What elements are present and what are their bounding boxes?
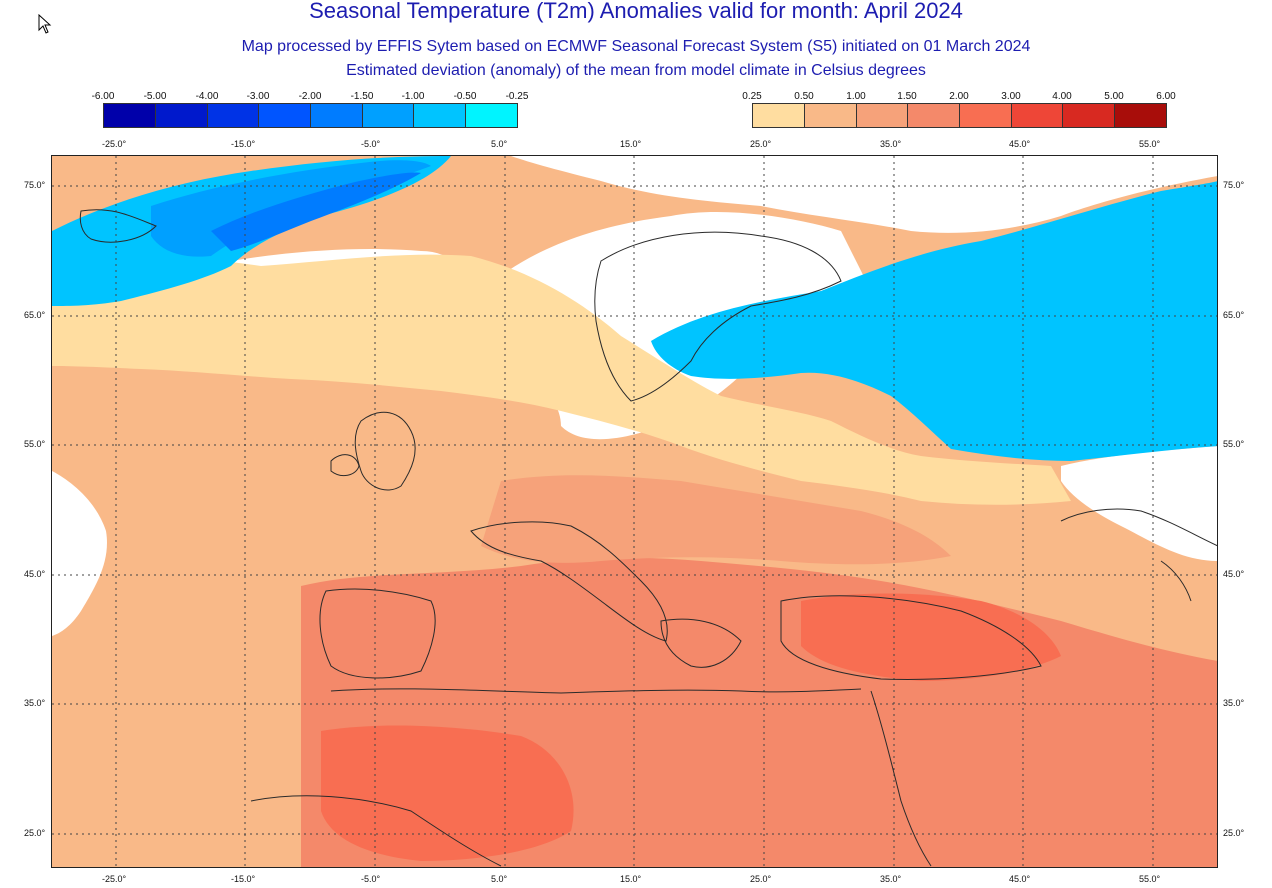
lon-label: -25.0° — [102, 139, 127, 149]
legend-tick: 0.50 — [794, 91, 814, 102]
anomaly-map-canvas — [52, 156, 1217, 867]
light-blue-region-russia — [651, 181, 1217, 461]
lat-label: 65.0° — [24, 310, 46, 320]
white-zone-arctic — [511, 156, 1217, 233]
legend-tick: -1.00 — [401, 91, 425, 102]
lat-label: 55.0° — [24, 439, 46, 449]
legend-tick: -5.00 — [143, 91, 167, 102]
lon-label: -15.0° — [231, 874, 256, 884]
legend-tick: -1.50 — [350, 91, 374, 102]
lon-label: 25.0° — [750, 874, 772, 884]
legend-swatch — [752, 103, 805, 128]
legend-tick: -0.50 — [453, 91, 477, 102]
map-subtitle-anomaly: Estimated deviation (anomaly) of the mea… — [346, 62, 926, 79]
legend-tick: 2.00 — [949, 91, 969, 102]
lon-label: -25.0° — [102, 874, 127, 884]
legend-tick: 4.00 — [1052, 91, 1072, 102]
legend-swatch — [804, 103, 857, 128]
legend-swatch — [103, 103, 156, 128]
lon-label: 35.0° — [880, 139, 902, 149]
map-subtitle-processing: Map processed by EFFIS Sytem based on EC… — [241, 38, 1031, 55]
white-zone-west-atlantic — [52, 471, 107, 636]
map-title: Seasonal Temperature (T2m) Anomalies val… — [309, 0, 963, 23]
legend-tick: 6.00 — [1156, 91, 1176, 102]
legend-swatch — [413, 103, 466, 128]
legend-swatch — [907, 103, 960, 128]
lat-label: 25.0° — [24, 828, 46, 838]
lon-label: 5.0° — [491, 874, 508, 884]
legend-tick: -0.25 — [505, 91, 529, 102]
lon-label: 45.0° — [1009, 874, 1031, 884]
legend-swatch — [310, 103, 363, 128]
lon-label: 15.0° — [620, 139, 642, 149]
white-zone-russia — [1061, 446, 1217, 561]
lat-label: 35.0° — [1223, 698, 1245, 708]
lat-label: 55.0° — [1223, 439, 1245, 449]
lat-label: 75.0° — [1223, 180, 1245, 190]
lat-label: 45.0° — [24, 569, 46, 579]
legend-swatch — [856, 103, 908, 128]
legend-tick: -4.00 — [195, 91, 219, 102]
legend-tick: -3.00 — [246, 91, 270, 102]
lon-label: 55.0° — [1139, 139, 1161, 149]
legend-swatch — [1114, 103, 1167, 128]
legend-swatch — [362, 103, 414, 128]
lat-label: 75.0° — [24, 180, 46, 190]
salmon-region-balkans — [481, 475, 951, 565]
lon-label: 55.0° — [1139, 874, 1161, 884]
legend-swatch — [207, 103, 259, 128]
legend-tick: 5.00 — [1104, 91, 1124, 102]
lat-label: 65.0° — [1223, 310, 1245, 320]
lon-label: 25.0° — [750, 139, 772, 149]
legend-swatch — [258, 103, 311, 128]
legend-swatch — [1011, 103, 1063, 128]
legend-tick: -6.00 — [91, 91, 115, 102]
lat-label: 35.0° — [24, 698, 46, 708]
lon-label: -15.0° — [231, 139, 256, 149]
coastlines — [79, 209, 1217, 867]
legend-tick: 0.25 — [742, 91, 762, 102]
lon-label: -5.0° — [361, 874, 381, 884]
anomaly-map — [51, 155, 1218, 868]
lon-label: 45.0° — [1009, 139, 1031, 149]
legend-swatch — [465, 103, 518, 128]
lon-label: 5.0° — [491, 139, 508, 149]
lon-label: -5.0° — [361, 139, 381, 149]
legend-swatch — [1062, 103, 1115, 128]
light-peach-band-north — [52, 254, 1071, 505]
legend-tick: 3.00 — [1001, 91, 1021, 102]
tomato-region-anatolia — [801, 593, 1061, 681]
lat-label: 45.0° — [1223, 569, 1245, 579]
lon-label: 15.0° — [620, 874, 642, 884]
legend-tick: -2.00 — [298, 91, 322, 102]
legend-tick: 1.00 — [846, 91, 866, 102]
azure-region-north-atlantic — [211, 172, 421, 251]
legend-tick: 1.50 — [897, 91, 917, 102]
tomato-region-sahara — [321, 725, 574, 861]
legend-swatch — [155, 103, 208, 128]
arrow-cursor-icon — [38, 14, 52, 34]
lat-label: 25.0° — [1223, 828, 1245, 838]
lon-label: 35.0° — [880, 874, 902, 884]
legend-swatch — [959, 103, 1012, 128]
